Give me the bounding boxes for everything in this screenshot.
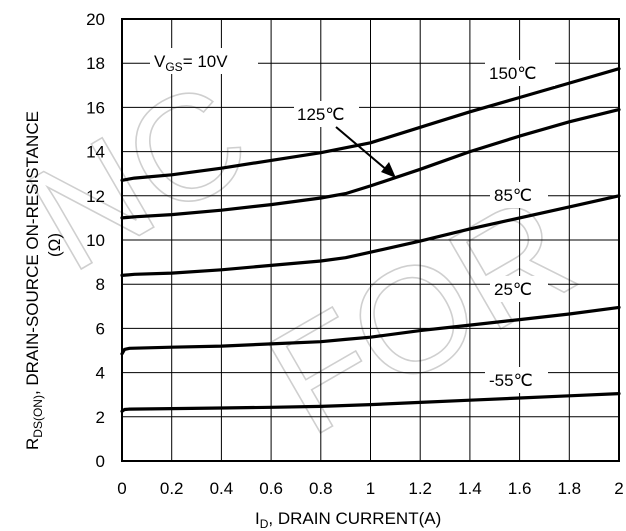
annotation-arrowhead-125 bbox=[381, 162, 396, 178]
x-tick-label: 2 bbox=[614, 479, 623, 498]
y-tick-label: 20 bbox=[86, 10, 105, 29]
series-line bbox=[120, 108, 621, 220]
y-axis-unit: (Ω) bbox=[45, 233, 64, 257]
x-tick-label: 1.8 bbox=[557, 479, 581, 498]
y-tick-label: 8 bbox=[96, 275, 105, 294]
x-tick-label: 1.2 bbox=[408, 479, 432, 498]
series-label-150: 150℃ bbox=[489, 64, 536, 83]
y-tick-label: 4 bbox=[96, 364, 105, 383]
condition-label-bg bbox=[150, 48, 258, 74]
series-label-bg-125 bbox=[294, 101, 359, 127]
y-tick-label: 12 bbox=[86, 187, 105, 206]
annotation-arrow-125 bbox=[335, 126, 389, 172]
series-label-bg-25 bbox=[490, 276, 548, 302]
y-axis-ticks: 0 2 4 6 8 10 12 14 16 18 20 bbox=[86, 10, 105, 471]
x-tick-label: 0 bbox=[117, 479, 126, 498]
series-label-m55: -55℃ bbox=[489, 371, 533, 390]
series-label-125: 125℃ bbox=[297, 105, 344, 124]
x-tick-label: 1 bbox=[366, 479, 375, 498]
y-tick-label: 14 bbox=[86, 143, 105, 162]
x-tick-label: 0.8 bbox=[309, 479, 333, 498]
y-axis-title: RDS(ON), DRAIN-SOURCE ON-RESISTANCE bbox=[23, 111, 45, 450]
series-label-bg-150 bbox=[485, 60, 555, 86]
series-label-85: 85℃ bbox=[494, 186, 532, 205]
series-lines bbox=[120, 67, 621, 413]
x-tick-label: 1.4 bbox=[458, 479, 482, 498]
x-tick-label: 0.2 bbox=[160, 479, 184, 498]
y-tick-label: 2 bbox=[96, 408, 105, 427]
y-tick-label: 6 bbox=[96, 319, 105, 338]
x-tick-label: 1.6 bbox=[508, 479, 532, 498]
series-line bbox=[120, 67, 621, 182]
y-tick-label: 16 bbox=[86, 98, 105, 117]
x-axis-title: ID, DRAIN CURRENT(A) bbox=[255, 509, 441, 531]
y-tick-label: 18 bbox=[86, 54, 105, 73]
series-label-bg-85 bbox=[490, 182, 548, 208]
y-tick-label: 0 bbox=[96, 452, 105, 471]
condition-label: VGS= 10V bbox=[154, 52, 228, 74]
series-line bbox=[120, 392, 621, 413]
y-axis-unit-group: (Ω) bbox=[45, 233, 64, 257]
series-line bbox=[120, 194, 621, 277]
watermark-text-1: NC bbox=[3, 49, 275, 303]
plot-frame bbox=[121, 18, 620, 462]
series-label-25: 25℃ bbox=[494, 280, 532, 299]
x-tick-label: 0.6 bbox=[259, 479, 283, 498]
y-tick-label: 10 bbox=[86, 231, 105, 250]
series-label-bg-m55 bbox=[485, 367, 548, 393]
series-line bbox=[120, 305, 621, 356]
x-axis-ticks: 0 0.2 0.4 0.6 0.8 1 1.2 1.4 1.6 1.8 2 bbox=[117, 479, 623, 498]
x-tick-label: 0.4 bbox=[210, 479, 234, 498]
watermark-text-2: FOR bbox=[242, 163, 600, 467]
y-axis-title-group: RDS(ON), DRAIN-SOURCE ON-RESISTANCE bbox=[23, 111, 45, 450]
